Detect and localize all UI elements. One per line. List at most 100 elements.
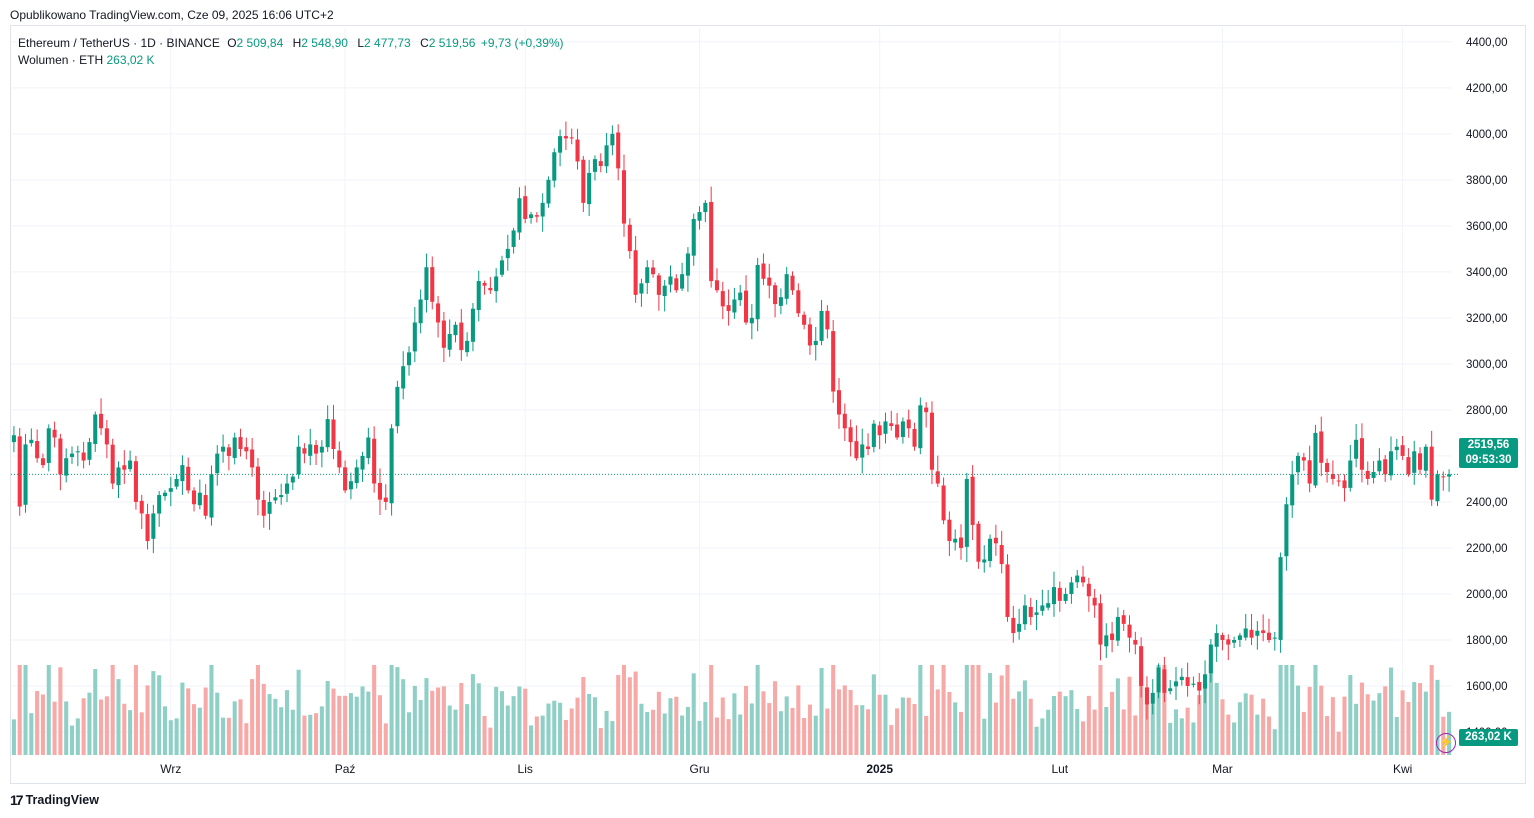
volume-bar [1150,704,1155,755]
volume-bar [604,710,609,755]
candle-body [697,212,702,221]
legend-change: +9,73 (+0,39%) [480,36,564,50]
volume-bar [116,679,121,755]
volume-bar [319,706,324,755]
candle-body [209,474,214,518]
volume-bar [389,665,394,755]
volume-bar [1104,707,1109,755]
legend-high-label: H [292,36,302,50]
candle-body [331,419,336,450]
volume-bar [255,665,260,755]
candle-body [674,278,679,291]
volume-bar [128,710,133,755]
volume-bar [773,681,778,755]
candle-body [476,281,481,310]
candle-body [1168,688,1173,692]
candle-body [1226,639,1231,645]
candle-body [1290,474,1295,506]
candle-body [424,267,429,300]
volume-bar [470,674,475,755]
volume-bar [999,675,1004,755]
y-tick-label: 3400,00 [1466,267,1508,279]
candle-body [1330,474,1335,479]
volume-bar [1115,678,1120,755]
legend-close: 2 519,56 [428,36,476,50]
volume-bar [1121,709,1126,755]
volume-bar [953,702,958,755]
volume-bar [354,696,359,755]
candle-body [1243,628,1248,638]
volume-bar [139,712,144,755]
candle-body [807,324,812,346]
candle-body [302,448,307,454]
volume-bar [1406,701,1411,755]
volume-bar [35,690,40,755]
candle-body [511,230,516,247]
volume-bar [279,707,284,755]
candle-body [232,437,237,458]
candle-body [639,283,644,294]
volume-bar [1191,722,1196,755]
candle-body [1418,453,1423,470]
volume-bar [476,683,481,755]
candle-body [99,413,104,429]
candle-body [1255,630,1260,636]
candle-body [621,170,627,224]
volume-bar [1261,698,1266,755]
volume-bars [11,665,1452,755]
brand-name: TradingView [25,793,99,807]
footer-brand[interactable]: 17 TradingView [10,792,99,808]
candle-body [1063,593,1068,601]
candle-body [883,421,888,434]
volume-bar [1377,693,1382,755]
candle-body [308,444,313,456]
volume-bar [1249,694,1254,755]
candle-body [1028,606,1033,617]
candle-body [1110,633,1115,640]
candle-body [958,537,964,548]
candle-body [1336,480,1341,482]
candle-body [1284,504,1289,557]
legend-close-label: C [420,36,429,50]
y-tick-label: 4200,00 [1466,83,1508,95]
candle-body [563,136,568,139]
volume-bar [81,698,86,755]
volume-bar [343,695,348,755]
lightning-icon[interactable]: ⚡ [1436,733,1456,753]
candle-body [284,483,290,494]
candle-body [11,435,16,443]
volume-bar [1429,665,1434,755]
volume-bar [1075,709,1080,755]
volume-bar [215,692,220,755]
volume-bar [836,689,842,755]
legend-symbol[interactable]: Ethereum / TetherUS · 1D · BINANCE [18,36,220,50]
candle-body [1005,564,1010,617]
volume-bar [145,685,150,755]
candle-body [558,136,563,153]
volume-bar [499,691,505,755]
candle-body [1377,460,1382,472]
candle-body [691,218,696,256]
x-tick-label: Kwi [1393,762,1412,776]
legend-volume: Wolumen · ETH 263,02 K [18,52,566,69]
volume-bar [244,723,249,755]
candle-body [180,465,185,482]
candle-body [592,159,597,172]
volume-bar [250,679,255,755]
legend-volume-label[interactable]: Wolumen · ETH [18,53,104,67]
volume-bar [401,679,406,755]
candle-body [197,492,202,506]
candle-body [1400,445,1405,456]
candle-body [976,523,981,562]
candle-body [325,419,330,448]
candle-body [935,471,940,484]
candle-body [87,442,92,460]
candle-body [337,450,342,468]
volume-bar [133,665,138,755]
y-axis: 4400,00 4200,00 4000,00 3800,00 3600,00 3400,… [1466,37,1508,739]
candle-body [924,407,929,413]
candle-body [633,250,638,295]
candle-body [947,519,952,542]
legend-ohlc: Ethereum / TetherUS · 1D · BINANCE O2 50… [18,35,566,52]
